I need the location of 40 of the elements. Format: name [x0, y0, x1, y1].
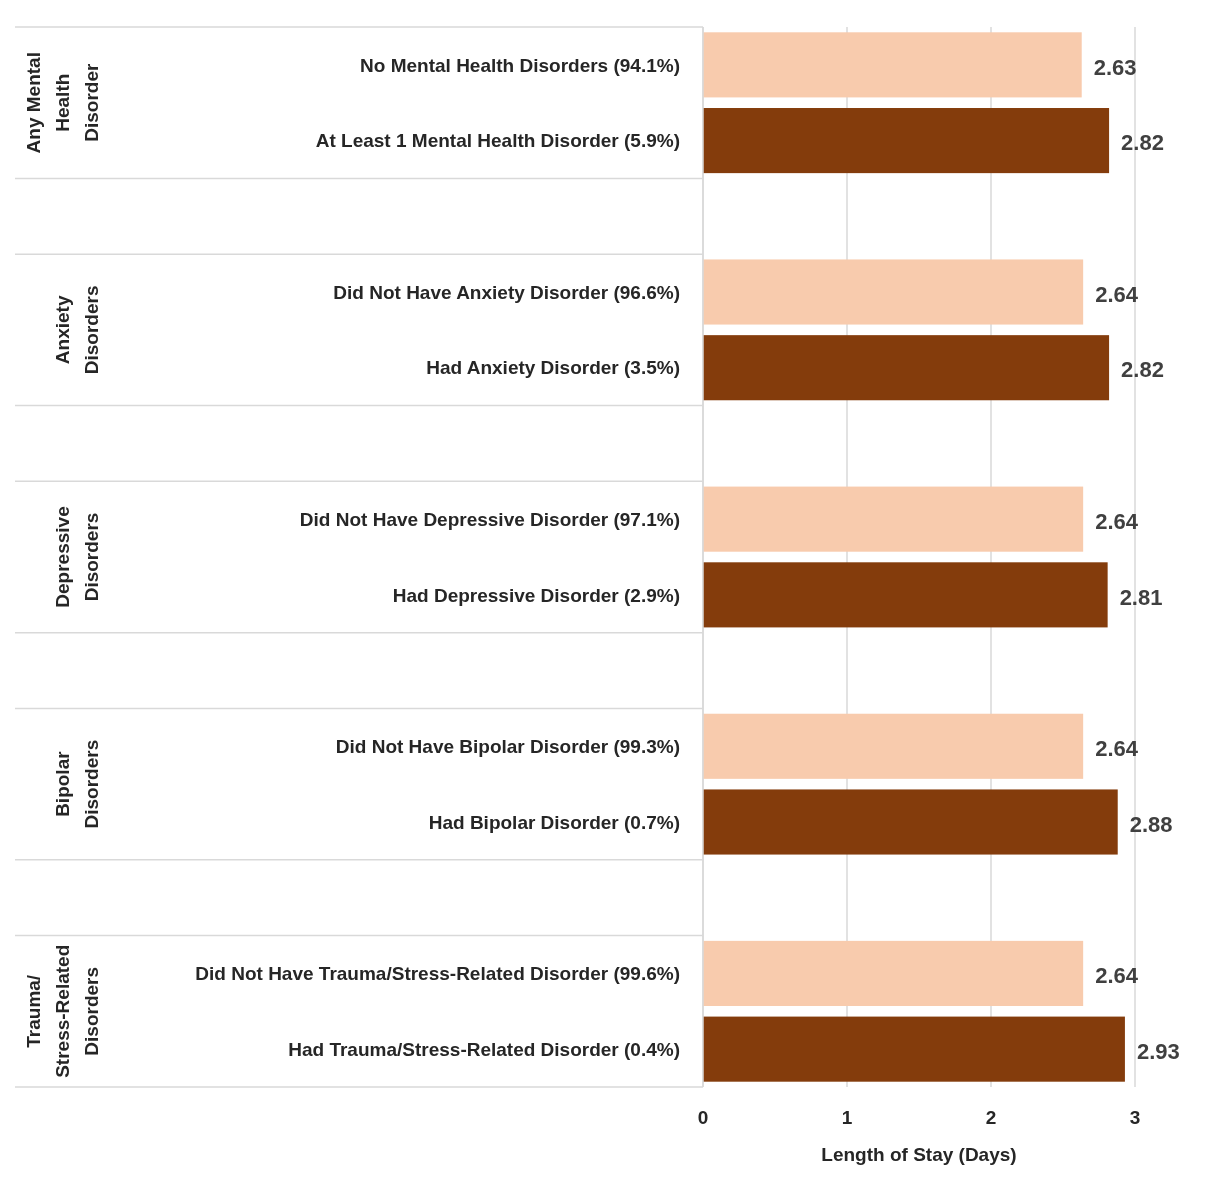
text: Bipolar Disorders — [52, 739, 102, 829]
data-label: 2.81 — [1119, 584, 1163, 610]
bar — [703, 940, 1084, 1006]
text: Any Mental Health Disorder — [23, 52, 102, 154]
data-label: 2.64 — [1095, 735, 1139, 761]
text: Depressive Disorders — [52, 506, 102, 608]
x-tick-label: 1 — [841, 1107, 853, 1128]
data-label: 2.82 — [1121, 130, 1164, 156]
x-tick-label: 2 — [985, 1107, 997, 1128]
y-tick-label: Did Not Have Trauma/Stress-Related Disorder (99.6%) — [195, 963, 680, 985]
bar — [703, 108, 1110, 174]
y-tick-label: Had Trauma/Stress-Related Disorder (0.4%) — [288, 1038, 680, 1060]
y-tick-label: Had Depressive Disorder (2.9%) — [392, 584, 680, 606]
y-tick-label: Did Not Have Bipolar Disorder (99.3%) — [335, 735, 680, 757]
x-tick-label: 3 — [1129, 1107, 1141, 1128]
bar — [703, 32, 1082, 98]
text: Anxiety Disorders — [52, 285, 102, 375]
text: Trauma/Stress-Related Disorders — [23, 944, 102, 1078]
bar — [703, 789, 1118, 855]
bar — [703, 1016, 1125, 1082]
data-label: 2.88 — [1129, 811, 1173, 837]
x-tick-label: 0 — [697, 1107, 709, 1128]
data-label: 2.64 — [1095, 508, 1139, 534]
data-label: 2.82 — [1121, 357, 1164, 383]
bar — [703, 335, 1110, 401]
data-label: 2.64 — [1095, 963, 1139, 989]
y-tick-label: No Mental Health Disorders (94.1%) — [360, 54, 680, 76]
x-axis-title: Length of Stay (Days) — [821, 1144, 1017, 1165]
y-tick-label: At Least 1 Mental Health Disorder (5.9%) — [315, 130, 680, 152]
y-tick-label: Had Bipolar Disorder (0.7%) — [428, 811, 680, 833]
data-label: 2.93 — [1136, 1038, 1180, 1064]
y-tick-label: Did Not Have Depressive Disorder (97.1%) — [299, 508, 680, 530]
bar — [703, 259, 1084, 325]
y-tick-label: Did Not Have Anxiety Disorder (96.6%) — [333, 281, 680, 303]
bar — [703, 486, 1084, 552]
data-label: 2.64 — [1095, 281, 1139, 307]
y-tick-label: Had Anxiety Disorder (3.5%) — [426, 357, 680, 379]
bar — [703, 713, 1084, 779]
data-label: 2.63 — [1093, 54, 1137, 80]
bar — [703, 562, 1108, 628]
